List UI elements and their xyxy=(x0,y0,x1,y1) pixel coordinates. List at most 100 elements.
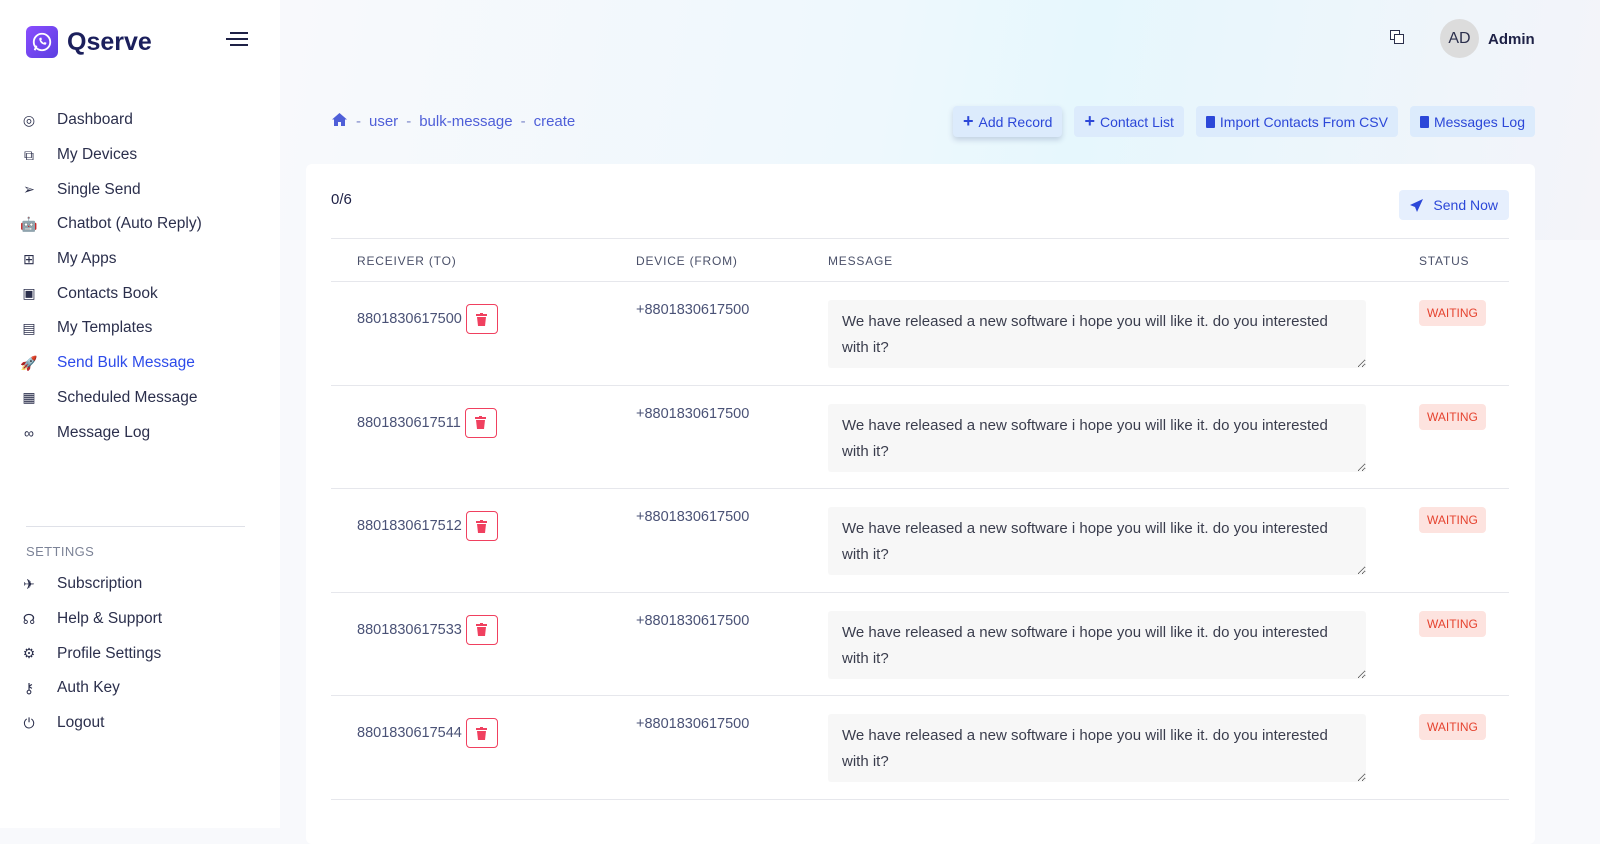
devices-icon: ⧉ xyxy=(24,146,34,163)
message-input[interactable]: We have released a new software i hope y… xyxy=(828,403,1366,472)
template-icon: ▤ xyxy=(22,319,36,336)
power-icon: ⏻ xyxy=(23,714,35,731)
delete-button[interactable] xyxy=(465,718,498,748)
home-icon[interactable] xyxy=(331,112,348,131)
paper-plane-icon: ➢ xyxy=(23,181,35,198)
trash-icon xyxy=(476,726,488,740)
key-icon: ⚷ xyxy=(23,679,35,696)
device-cell: +8801830617500 xyxy=(636,302,750,318)
breadcrumb-bulk-message[interactable]: bulk-message xyxy=(419,113,513,130)
sidebar-item-label: My Templates xyxy=(57,319,153,337)
delete-button[interactable] xyxy=(465,511,498,541)
menu-toggle-icon[interactable] xyxy=(226,32,248,48)
action-buttons: + Add Record + Contact List Import Contact… xyxy=(952,106,1535,137)
table-row: 8801830617544 +8801830617500 We have relea… xyxy=(331,696,1509,800)
sidebar-item-label: Subscription xyxy=(57,575,143,593)
breadcrumb: - user - bulk-message - create xyxy=(331,112,575,131)
messages-log-label: Messages Log xyxy=(1433,113,1525,130)
main-nav: ◎ Dashboard ⧉ My Devices ➢ Single Send 🤖 Chatbo… xyxy=(20,103,260,450)
add-record-button[interactable]: + Add Record xyxy=(952,106,1063,137)
messages-table: RECEIVER (TO) DEVICE (FROM) MESSAGE STAT… xyxy=(331,238,1509,800)
robot-icon: 🤖 xyxy=(20,215,38,232)
message-input[interactable]: We have released a new software i hope y… xyxy=(828,714,1366,782)
message-input[interactable]: We have released a new software i hope y… xyxy=(828,610,1366,679)
fullscreen-icon[interactable] xyxy=(1390,30,1404,44)
status-badge: WAITING xyxy=(1419,610,1486,637)
receiver-cell: 8801830617512 xyxy=(357,511,498,541)
contact-list-button[interactable]: + Contact List xyxy=(1074,106,1184,137)
user-name[interactable]: Admin xyxy=(1488,31,1535,48)
status-badge: WAITING xyxy=(1419,300,1486,326)
import-csv-button[interactable]: Import Contacts From CSV xyxy=(1195,106,1398,137)
status-badge: WAITING xyxy=(1419,507,1486,533)
sidebar-item-label: Logout xyxy=(57,714,105,732)
table-row: 8801830617533 +8801830617500 We have relea… xyxy=(331,593,1509,696)
sidebar-item-dashboard[interactable]: ◎ Dashboard xyxy=(20,103,260,138)
sidebar-item-my-apps[interactable]: ⊞ My Apps xyxy=(20,242,260,277)
receiver-number: 8801830617500 xyxy=(357,311,462,327)
sidebar-item-subscription[interactable]: ✈ Subscription xyxy=(20,567,260,602)
sidebar-item-contacts-book[interactable]: ▣ Contacts Book xyxy=(20,276,260,311)
sidebar-item-single-send[interactable]: ➢ Single Send xyxy=(20,172,260,207)
log-icon: ∞ xyxy=(24,424,34,441)
messages-log-button[interactable]: Messages Log xyxy=(1409,106,1535,137)
bulk-message-card: 0/6 Send Now RECEIVER (TO) DEVICE (FROM)… xyxy=(306,164,1535,844)
receiver-cell: 8801830617544 xyxy=(357,718,498,748)
header-device: DEVICE (FROM) xyxy=(636,254,738,268)
header-message: MESSAGE xyxy=(828,254,893,268)
gauge-icon: ◎ xyxy=(22,111,36,128)
apps-icon: ⊞ xyxy=(23,250,35,267)
table-header: RECEIVER (TO) DEVICE (FROM) MESSAGE STAT… xyxy=(331,238,1509,282)
breadcrumb-separator: - xyxy=(520,113,526,130)
sidebar-item-message-log[interactable]: ∞ Message Log xyxy=(20,415,260,450)
sidebar-item-my-devices[interactable]: ⧉ My Devices xyxy=(20,138,260,173)
sidebar-item-label: Send Bulk Message xyxy=(57,354,195,372)
send-now-label: Send Now xyxy=(1433,197,1498,213)
trash-icon xyxy=(475,416,487,429)
receiver-cell: 8801830617511 xyxy=(357,407,497,438)
table-row: 8801830617511 +8801830617500 We have relea… xyxy=(331,386,1509,489)
receiver-cell: 8801830617500 xyxy=(357,304,498,334)
header-status: STATUS xyxy=(1419,254,1470,268)
add-record-label: Add Record xyxy=(978,113,1053,130)
delete-button[interactable] xyxy=(465,614,498,645)
status-badge: WAITING xyxy=(1419,714,1486,740)
device-cell: +8801830617500 xyxy=(636,612,750,629)
receiver-number: 8801830617533 xyxy=(357,621,462,638)
avatar[interactable]: AD xyxy=(1440,19,1479,58)
receiver-cell: 8801830617533 xyxy=(357,614,498,645)
brand-name: Qserve xyxy=(67,27,152,56)
sidebar-item-send-bulk-message[interactable]: 🚀 Send Bulk Message xyxy=(20,346,260,381)
plus-icon: + xyxy=(1084,111,1095,131)
receiver-number: 8801830617511 xyxy=(357,414,461,431)
send-now-button[interactable]: Send Now xyxy=(1399,190,1509,220)
settings-heading: SETTINGS xyxy=(26,544,95,559)
logo[interactable]: Qserve xyxy=(26,26,152,58)
sidebar-item-logout[interactable]: ⏻ Logout xyxy=(20,706,260,741)
sidebar-item-scheduled-message[interactable]: ▦ Scheduled Message xyxy=(20,381,260,416)
sidebar-item-label: Chatbot (Auto Reply) xyxy=(57,215,202,233)
sidebar-item-my-templates[interactable]: ▤ My Templates xyxy=(20,311,260,346)
breadcrumb-user[interactable]: user xyxy=(369,113,399,130)
sidebar-item-help-support[interactable]: ☊ Help & Support xyxy=(20,602,260,637)
sidebar-item-auth-key[interactable]: ⚷ Auth Key xyxy=(20,671,260,706)
device-cell: +8801830617500 xyxy=(636,716,750,732)
delete-button[interactable] xyxy=(464,407,497,438)
sidebar-item-label: Single Send xyxy=(57,180,141,198)
message-input[interactable]: We have released a new software i hope y… xyxy=(828,300,1366,368)
message-input[interactable]: We have released a new software i hope y… xyxy=(828,507,1366,575)
plus-icon: + xyxy=(962,111,974,131)
sidebar-item-label: Auth Key xyxy=(57,679,120,697)
breadcrumb-separator: - xyxy=(406,113,412,130)
sidebar-item-profile-settings[interactable]: ⚙ Profile Settings xyxy=(20,636,260,671)
sidebar-item-chatbot-auto-reply[interactable]: 🤖 Chatbot (Auto Reply) xyxy=(20,207,260,242)
delete-button[interactable] xyxy=(465,304,498,334)
rocket-icon: 🚀 xyxy=(20,354,38,371)
paper-plane-icon xyxy=(1410,198,1424,212)
trash-icon xyxy=(476,519,488,533)
header-receiver: RECEIVER (TO) xyxy=(357,254,457,268)
sent-count: 0/6 xyxy=(331,191,352,208)
table-row: 8801830617512 +8801830617500 We have relea… xyxy=(331,489,1509,593)
trash-icon xyxy=(476,312,488,326)
settings-nav: ✈ Subscription ☊ Help & Support ⚙ Profile Set… xyxy=(20,567,260,740)
